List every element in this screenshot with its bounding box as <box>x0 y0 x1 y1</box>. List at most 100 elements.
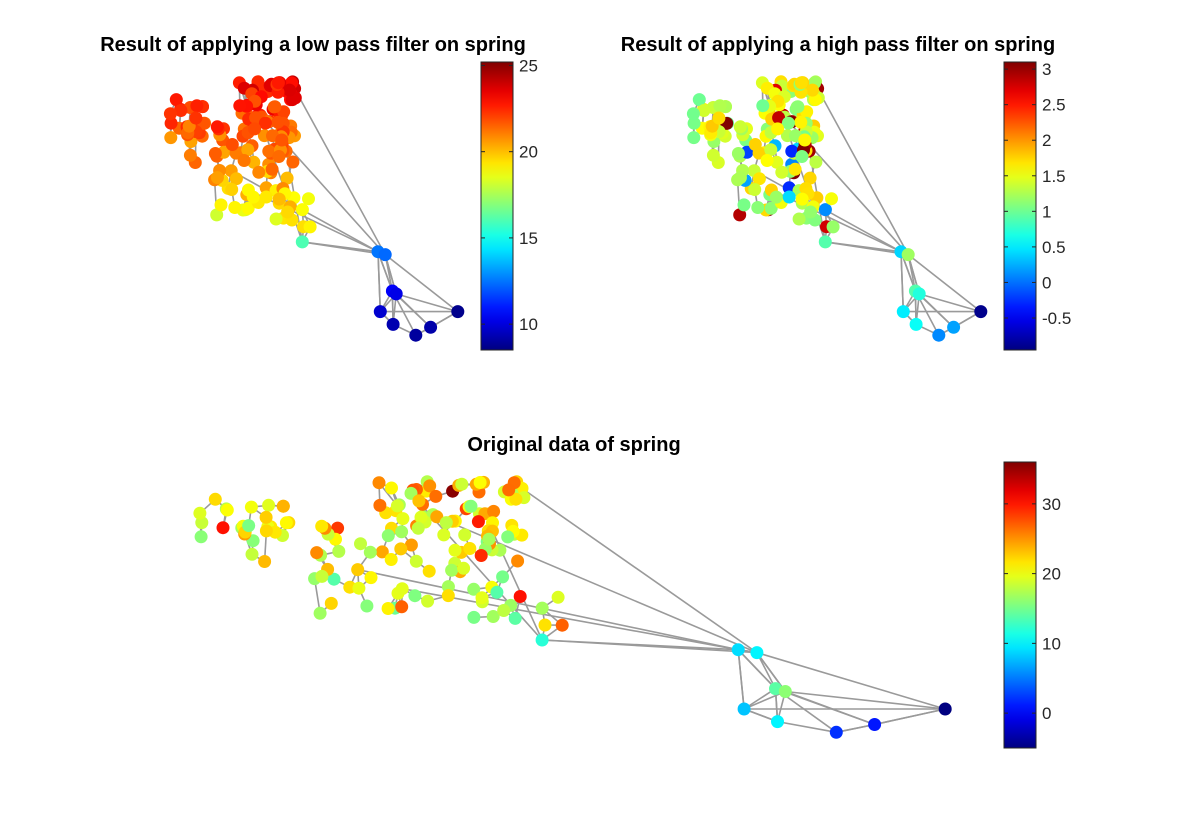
lowpass-node <box>269 212 283 226</box>
lowpass-node <box>424 320 438 334</box>
lowpass-node <box>164 131 178 145</box>
lowpass-node <box>302 192 315 206</box>
lowpass-node <box>451 305 465 319</box>
highpass-node <box>687 131 701 145</box>
original-node <box>538 618 552 632</box>
lowpass-node <box>378 248 392 262</box>
lowpass-node <box>386 317 400 331</box>
original-node <box>750 646 764 660</box>
original-node <box>245 547 259 561</box>
original-node <box>463 542 477 555</box>
highpass-node <box>687 116 701 130</box>
original-node <box>474 549 488 562</box>
lowpass-node <box>272 192 286 206</box>
lowpass-colorbar: 10 15 20 25 <box>480 56 538 351</box>
lowpass-node <box>163 107 177 121</box>
highpass-node <box>686 107 700 121</box>
original-node <box>258 555 272 568</box>
original-node <box>487 504 501 518</box>
original-node <box>360 599 374 613</box>
highpass-title: Result of applying a high pass filter on… <box>621 34 1055 56</box>
original-node <box>511 554 525 568</box>
highpass-colorbar: -0.5 0 0.5 1 1.5 2 2.5 3 <box>1003 60 1071 351</box>
original-node <box>354 537 367 551</box>
original-node <box>508 611 522 625</box>
lowpass-node <box>233 99 247 113</box>
original-node <box>490 585 504 599</box>
original-node <box>829 725 843 739</box>
original-node <box>439 516 453 530</box>
highpass-node <box>792 212 806 226</box>
lowpass-node <box>271 76 285 90</box>
original-colorbar-tick-label: 0 <box>1042 704 1051 723</box>
original-node <box>496 570 510 584</box>
lowpass-graph <box>163 75 465 342</box>
highpass-node <box>794 76 808 90</box>
original-title: Original data of spring <box>467 434 680 456</box>
lowpass-node <box>280 171 294 185</box>
lowpass-title: Result of applying a low pass filter on … <box>100 34 526 56</box>
highpass-node <box>818 235 832 249</box>
original-node <box>381 602 395 615</box>
lowpass-node <box>389 287 403 301</box>
original-graph <box>193 475 952 739</box>
highpass-node <box>901 248 915 262</box>
lowpass-node <box>409 328 423 342</box>
original-node <box>771 715 784 729</box>
original-node <box>471 515 485 529</box>
original-colorbar-tick-label: 30 <box>1042 495 1061 514</box>
original-node <box>409 554 423 568</box>
highpass-node <box>733 120 747 134</box>
highpass-node <box>803 171 817 185</box>
original-colorbar-tick-label: 10 <box>1042 634 1061 653</box>
lowpass-colorbar-tick-label: 10 <box>519 315 538 334</box>
lowpass-node <box>252 165 266 179</box>
original-colorbar-tick-label: 20 <box>1042 565 1061 584</box>
lowpass-node <box>295 235 309 249</box>
original-node <box>441 589 455 603</box>
original-node <box>938 702 952 716</box>
highpass-node <box>769 190 783 204</box>
lowpass-node <box>303 220 317 234</box>
original-node <box>315 569 329 583</box>
original-edge <box>737 649 745 710</box>
original-edges <box>199 481 946 734</box>
highpass-node <box>706 148 720 162</box>
highpass-node <box>825 192 838 206</box>
original-node <box>385 481 398 495</box>
highpass-node <box>748 183 762 196</box>
highpass-colorbar-tick-label: 2.5 <box>1042 96 1066 115</box>
original-node <box>448 543 462 557</box>
lowpass-node <box>225 183 239 196</box>
highpass-edge <box>825 241 909 256</box>
lowpass-colorbar-tick-label: 25 <box>519 56 538 75</box>
highpass-node <box>697 104 711 117</box>
highpass-colorbar-tick-label: 1.5 <box>1042 167 1066 186</box>
original-node <box>482 532 496 546</box>
highpass-colorbar-tick-label: 2 <box>1042 131 1051 150</box>
original-node <box>351 563 365 577</box>
original-node <box>324 596 338 610</box>
highpass-edge <box>918 293 982 313</box>
lowpass-node <box>272 150 286 163</box>
lowpass-node <box>174 104 188 117</box>
original-node <box>332 544 346 558</box>
lowpass-node <box>249 111 263 125</box>
lowpass-node <box>283 83 296 97</box>
original-node <box>364 571 378 585</box>
highpass-colorbar-gradient <box>1003 61 1037 351</box>
lowpass-node <box>208 147 222 160</box>
lowpass-node <box>210 171 224 185</box>
original-edge <box>542 639 757 654</box>
original-node <box>467 610 481 624</box>
original-node <box>259 510 273 524</box>
lowpass-node <box>247 155 261 169</box>
highpass-node <box>771 122 785 136</box>
original-node <box>279 516 293 530</box>
original-node <box>429 489 443 503</box>
original-node <box>731 643 745 657</box>
original-node <box>194 530 208 544</box>
original-node <box>458 528 472 542</box>
lowpass-node <box>281 205 295 219</box>
lowpass-edge <box>395 293 459 313</box>
